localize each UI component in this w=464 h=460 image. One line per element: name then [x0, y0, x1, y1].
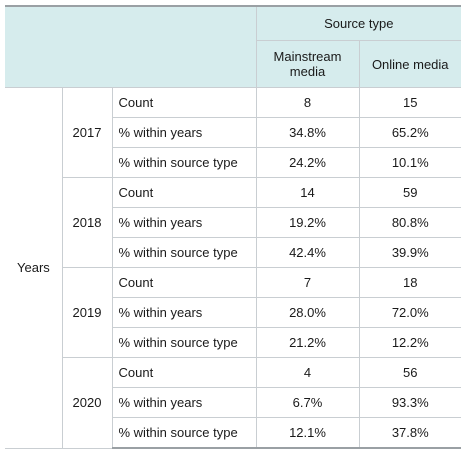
mainstream-value: 34.8% — [255, 117, 360, 148]
table-row: 2018 Count 14 59 — [5, 177, 461, 268]
statistic-label: % within years — [111, 207, 257, 238]
source-type-header: Source type — [255, 5, 461, 41]
online-value: 80.8% — [358, 207, 461, 238]
mainstream-value: 21.2% — [255, 327, 360, 358]
online-value: 39.9% — [358, 237, 461, 268]
table-row: % within source type 42.4% 39.9% — [5, 237, 461, 268]
year-cell: 2018 — [61, 177, 113, 268]
statistic-label: % within source type — [111, 327, 257, 358]
online-value: 18 — [358, 267, 461, 298]
mainstream-value: 12.1% — [255, 417, 360, 449]
year-cell: 2017 — [61, 87, 113, 178]
mainstream-media-header: Mainstream media — [255, 40, 360, 88]
statistic-label: % within years — [111, 117, 257, 148]
statistic-label: Count — [111, 267, 257, 298]
table-row: 2019 Count 7 18 — [5, 267, 461, 358]
year-cell: 2019 — [61, 267, 113, 358]
mainstream-value: 6.7% — [255, 387, 360, 418]
statistic-label: Count — [111, 177, 257, 208]
crosstab-container: Source type Mainstream media Online medi… — [5, 5, 461, 449]
header-row-top: Source type — [5, 5, 461, 88]
table-row: % within years 6.7% 93.3% — [5, 387, 461, 418]
table-row: % within years 34.8% 65.2% — [5, 117, 461, 148]
mainstream-value: 42.4% — [255, 237, 360, 268]
table-row: % within years 19.2% 80.8% — [5, 207, 461, 238]
statistic-label: Count — [111, 87, 257, 118]
online-value: 37.8% — [358, 417, 461, 449]
mainstream-value: 28.0% — [255, 297, 360, 328]
header-corner — [5, 5, 257, 88]
table-row: 2020 Count 4 56 — [5, 357, 461, 449]
mainstream-value: 24.2% — [255, 147, 360, 178]
online-value: 12.2% — [358, 327, 461, 358]
mainstream-value: 7 — [255, 267, 360, 298]
statistic-label: Count — [111, 357, 257, 388]
online-value: 65.2% — [358, 117, 461, 148]
statistic-label: % within source type — [111, 147, 257, 178]
online-value: 59 — [358, 177, 461, 208]
table-row: % within source type 21.2% 12.2% — [5, 327, 461, 358]
online-media-header: Online media — [358, 40, 461, 88]
table-row: % within years 28.0% 72.0% — [5, 297, 461, 328]
mainstream-value: 4 — [255, 357, 360, 388]
crosstab-table: Source type Mainstream media Online medi… — [5, 5, 461, 449]
statistic-label: % within source type — [111, 237, 257, 268]
online-value: 93.3% — [358, 387, 461, 418]
table-row: % within source type 12.1% 37.8% — [5, 417, 461, 449]
header-row-sub: Mainstream media Online media — [5, 40, 461, 88]
online-value: 72.0% — [358, 297, 461, 328]
online-value: 15 — [358, 87, 461, 118]
online-value: 56 — [358, 357, 461, 388]
mainstream-value: 8 — [255, 87, 360, 118]
years-label: Years — [5, 87, 63, 449]
table-row: Years 2017 Count 8 15 — [5, 87, 461, 449]
mainstream-value: 14 — [255, 177, 360, 208]
year-cell: 2020 — [61, 357, 113, 449]
statistic-label: % within years — [111, 387, 257, 418]
statistic-label: % within source type — [111, 417, 257, 449]
online-value: 10.1% — [358, 147, 461, 178]
mainstream-value: 19.2% — [255, 207, 360, 238]
statistic-label: % within years — [111, 297, 257, 328]
